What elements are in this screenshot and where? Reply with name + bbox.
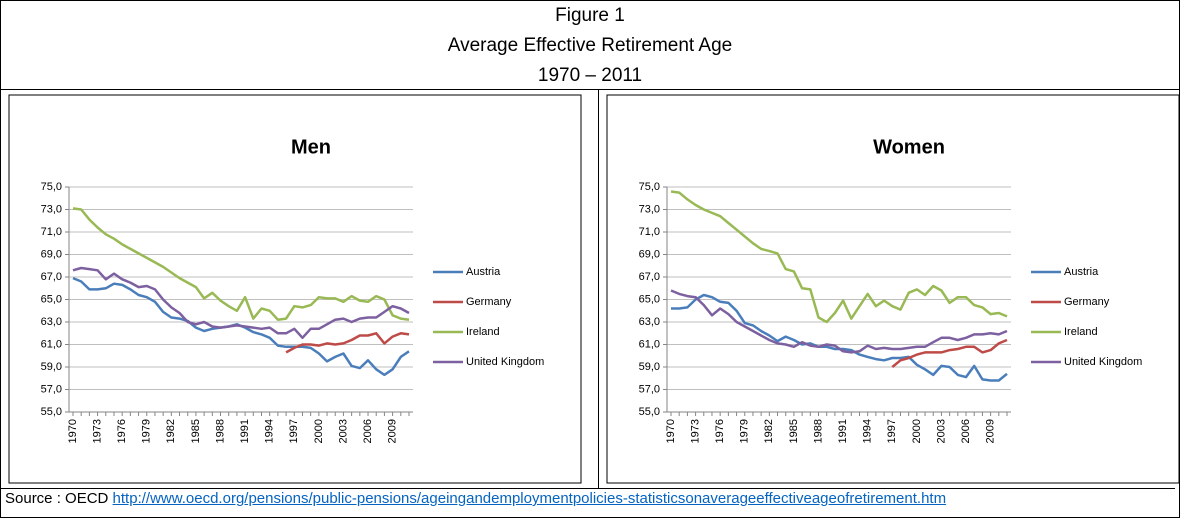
figure-period: 1970 – 2011 bbox=[537, 65, 643, 86]
x-tick-label: 2009 bbox=[387, 419, 399, 443]
figure-label: Figure 1 bbox=[555, 5, 625, 26]
x-tick-label: 2000 bbox=[911, 419, 923, 443]
x-tick-label: 2000 bbox=[313, 419, 325, 443]
figure-title: Average Effective Retirement Age bbox=[447, 35, 733, 56]
x-tick-label: 2003 bbox=[337, 419, 349, 443]
x-tick-label: 1979 bbox=[739, 419, 751, 443]
x-tick-label: 1985 bbox=[190, 419, 202, 443]
y-tick-label: 55,0 bbox=[639, 406, 660, 418]
y-tick-label: 59,0 bbox=[41, 361, 62, 373]
y-tick-label: 73,0 bbox=[41, 203, 62, 215]
x-tick-label: 1973 bbox=[689, 419, 701, 443]
x-tick-label: 1970 bbox=[665, 419, 677, 443]
series-line bbox=[891, 338, 1008, 368]
x-tick-label: 1988 bbox=[214, 419, 226, 443]
x-tick-label: 1982 bbox=[165, 419, 177, 443]
x-tick-label: 2006 bbox=[362, 419, 374, 443]
source-label: Source : OECD bbox=[5, 490, 109, 507]
x-tick-label: 2009 bbox=[985, 419, 997, 443]
x-tick-label: 2003 bbox=[935, 419, 947, 443]
y-tick-label: 73,0 bbox=[639, 203, 660, 215]
source-link[interactable]: http://www.oecd.org/pensions/public-pens… bbox=[112, 490, 947, 507]
x-tick-label: 1988 bbox=[812, 419, 824, 443]
x-tick-label: 1982 bbox=[763, 419, 775, 443]
legend-label: Austria bbox=[1064, 266, 1099, 278]
y-tick-label: 69,0 bbox=[639, 248, 660, 260]
y-tick-label: 67,0 bbox=[41, 271, 62, 283]
legend-label: Germany bbox=[1064, 296, 1110, 308]
series-line bbox=[670, 190, 1008, 324]
source: Source : OECD http://www.oecd.org/pensio… bbox=[1, 488, 1175, 508]
header: Figure 1 Average Effective Retirement Ag… bbox=[1, 1, 1179, 90]
y-tick-label: 55,0 bbox=[41, 406, 62, 418]
y-tick-label: 57,0 bbox=[41, 383, 62, 395]
x-tick-label: 1994 bbox=[862, 419, 874, 443]
y-tick-label: 75,0 bbox=[639, 181, 660, 193]
y-tick-label: 67,0 bbox=[639, 271, 660, 283]
chart-title: Men bbox=[291, 136, 331, 158]
chart: Women 55,0 57,0 59,0 61,0 63,0 65,0 67,0 69,0 71,… bbox=[606, 94, 1179, 484]
x-tick-label: 2006 bbox=[960, 419, 972, 443]
y-tick-label: 63,0 bbox=[639, 316, 660, 328]
series-line bbox=[72, 207, 410, 321]
series-line bbox=[285, 332, 410, 354]
chart-frame bbox=[606, 94, 1179, 484]
x-tick-label: 1970 bbox=[67, 419, 79, 443]
x-tick-label: 1991 bbox=[239, 419, 251, 443]
legend-label: Ireland bbox=[466, 326, 500, 338]
legend-label: Austria bbox=[466, 266, 501, 278]
x-tick-label: 1994 bbox=[264, 419, 276, 443]
legend-label: Germany bbox=[466, 296, 512, 308]
y-tick-label: 63,0 bbox=[41, 316, 62, 328]
series-line bbox=[670, 289, 1008, 354]
y-tick-label: 65,0 bbox=[41, 293, 62, 305]
x-tick-label: 1979 bbox=[141, 419, 153, 443]
x-tick-label: 1985 bbox=[788, 419, 800, 443]
y-tick-label: 75,0 bbox=[41, 181, 62, 193]
x-tick-label: 1976 bbox=[116, 419, 128, 443]
legend-label: United Kingdom bbox=[1064, 356, 1142, 368]
legend-label: Ireland bbox=[1064, 326, 1098, 338]
cell-divider bbox=[598, 89, 599, 488]
y-tick-label: 61,0 bbox=[41, 338, 62, 350]
y-tick-label: 61,0 bbox=[639, 338, 660, 350]
legend-label: United Kingdom bbox=[466, 356, 544, 368]
y-tick-label: 69,0 bbox=[41, 248, 62, 260]
y-tick-label: 71,0 bbox=[639, 226, 660, 238]
y-tick-label: 71,0 bbox=[41, 226, 62, 238]
y-tick-label: 65,0 bbox=[639, 293, 660, 305]
series-line bbox=[72, 266, 410, 340]
x-tick-label: 1997 bbox=[288, 419, 300, 443]
chart-frame bbox=[8, 94, 582, 484]
chart-title: Women bbox=[873, 136, 945, 158]
y-tick-label: 59,0 bbox=[639, 361, 660, 373]
x-tick-label: 1973 bbox=[91, 419, 103, 443]
x-tick-label: 1976 bbox=[714, 419, 726, 443]
x-tick-label: 1997 bbox=[886, 419, 898, 443]
x-tick-label: 1991 bbox=[837, 419, 849, 443]
y-tick-label: 57,0 bbox=[639, 383, 660, 395]
chart: Men 55,0 57,0 59,0 61,0 63,0 65,0 67,0 69,0 71,0 7… bbox=[8, 94, 582, 484]
